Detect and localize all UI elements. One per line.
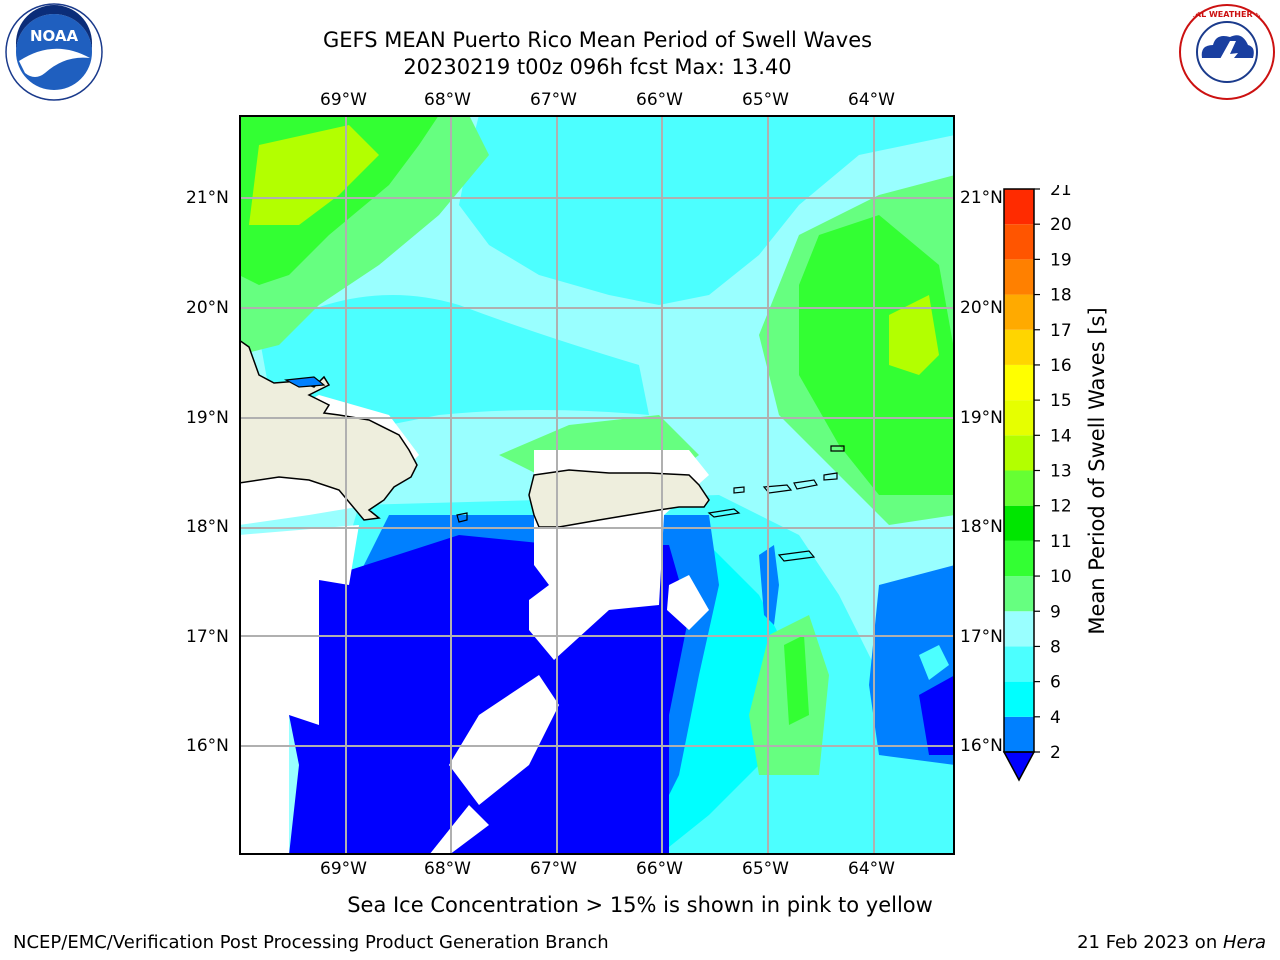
lon-label-bottom-68: 68°W <box>424 859 471 879</box>
field-green-ne-inner <box>799 215 955 495</box>
colorbar-segment <box>1004 294 1034 330</box>
lon-label-bottom-69: 69°W <box>320 859 367 879</box>
lat-label-right-16: 16°N <box>960 736 1003 756</box>
colorbar-tick-label: 6 <box>1050 673 1061 693</box>
field-mask-bank <box>429 805 489 855</box>
land-mona-island <box>456 512 468 523</box>
lon-label-top-66: 66°W <box>636 90 683 110</box>
land-anguilla <box>830 445 845 452</box>
colorbar-segment <box>1004 505 1034 541</box>
lon-label-top-69: 69°W <box>320 90 367 110</box>
lat-label-left-17: 17°N <box>186 627 229 647</box>
colorbar-segment <box>1004 611 1034 647</box>
colorbar-tick-label: 19 <box>1050 250 1072 270</box>
noaa-logo-text: NOAA <box>30 27 79 45</box>
colorbar-segment <box>1004 224 1034 260</box>
colorbar-segment <box>1004 329 1034 365</box>
field-cyan-east-spot <box>919 645 949 680</box>
colorbar-segment <box>1004 576 1034 612</box>
lat-label-right-20: 20°N <box>960 298 1003 318</box>
colorbar-tick-label: 8 <box>1050 637 1061 657</box>
land-vieques <box>707 508 741 518</box>
field-mask-shelf <box>449 675 559 805</box>
colorbar-tick-label: 9 <box>1050 602 1061 622</box>
footer-machine: Hera <box>1222 932 1266 953</box>
noaa-logo: NOAA <box>5 3 103 101</box>
colorbar-tick-label: 20 <box>1050 215 1072 235</box>
colorbar-segment <box>1004 470 1034 506</box>
nws-logo: NATIONAL WEATHER SERVICE <box>1178 3 1276 101</box>
lat-label-left-18: 18°N <box>186 517 229 537</box>
colorbar-tick-label: 11 <box>1050 532 1072 552</box>
lat-label-left-20: 20°N <box>186 298 229 318</box>
lat-label-right-21: 21°N <box>960 188 1003 208</box>
land-puerto-rico <box>528 469 710 528</box>
land-st-croix <box>777 550 816 562</box>
footer-right: 21 Feb 2023 on Hera <box>1077 932 1266 954</box>
colorbar-label: Mean Period of Swell Waves [s] <box>1085 307 1109 635</box>
land-culebra <box>733 486 745 494</box>
chart-subtitle: 20230219 t00z 096h fcst Max: 13.40 <box>403 55 792 79</box>
field-mask-east-pr <box>667 575 709 630</box>
colorbar-tick-label: 13 <box>1050 462 1072 482</box>
colorbar-under-triangle <box>1002 751 1036 782</box>
field-yellow-ne <box>889 295 939 375</box>
lat-label-left-21: 21°N <box>186 188 229 208</box>
lon-label-bottom-66: 66°W <box>636 859 683 879</box>
lon-label-top-64: 64°W <box>848 90 895 110</box>
colorbar-segment <box>1004 364 1034 401</box>
lon-label-top-67: 67°W <box>530 90 577 110</box>
colorbar-tick-label: 14 <box>1050 426 1072 446</box>
lon-label-bottom-64: 64°W <box>848 859 895 879</box>
colorbar-ticks: 2 4 6 8 9 10 11 12 13 14 15 16 17 18 19 20 21 <box>1034 185 1072 763</box>
lat-label-right-17: 17°N <box>960 627 1003 647</box>
colorbar-segment <box>1004 400 1034 436</box>
chart-title: GEFS MEAN Puerto Rico Mean Period of Swe… <box>322 28 873 52</box>
colorbar: 2 4 6 8 9 10 11 12 13 14 15 16 17 18 19 20 21 <box>1002 185 1072 782</box>
field-blue-east-deep <box>919 675 955 755</box>
lat-label-right-19: 19°N <box>960 408 1003 428</box>
footer-date: 21 Feb 2023 on <box>1077 932 1223 953</box>
sea-ice-note: Sea Ice Concentration > 15% is shown in … <box>347 893 933 917</box>
colorbar-segment <box>1004 189 1034 225</box>
lat-label-left-19: 19°N <box>186 408 229 428</box>
colorbar-segment <box>1004 435 1034 471</box>
footer-left: NCEP/EMC/Verification Post Processing Pr… <box>13 932 609 953</box>
field-green-south-inner <box>784 635 809 725</box>
colorbar-tick-label: 12 <box>1050 497 1072 517</box>
swell-period-map <box>239 115 955 855</box>
colorbar-tick-label: 17 <box>1050 321 1072 341</box>
field-mask-sw <box>239 525 359 855</box>
lat-label-left-16: 16°N <box>186 736 229 756</box>
colorbar-segment <box>1004 716 1034 752</box>
colorbar-segment <box>1004 681 1034 717</box>
colorbar-tick-label: 15 <box>1050 391 1072 411</box>
lon-label-bottom-67: 67°W <box>530 859 577 879</box>
map-frame <box>239 115 955 855</box>
lat-label-right-18: 18°N <box>960 517 1003 537</box>
land-tortuga-island <box>284 376 326 388</box>
colorbar-tick-label: 10 <box>1050 567 1072 587</box>
lon-label-bottom-65: 65°W <box>742 859 789 879</box>
colorbar-tick-label: 16 <box>1050 356 1072 376</box>
colorbar-segments <box>1002 188 1036 782</box>
nws-logo-text: NATIONAL WEATHER SERVICE <box>1178 10 1276 19</box>
colorbar-tick-label: 21 <box>1050 185 1072 200</box>
colorbar-segment <box>1004 259 1034 295</box>
colorbar-tick-label: 4 <box>1050 708 1061 728</box>
colorbar-segment <box>1004 540 1034 577</box>
graticule <box>239 115 955 855</box>
colorbar-tick-label: 2 <box>1050 743 1061 763</box>
lon-label-top-65: 65°W <box>742 90 789 110</box>
lon-label-top-68: 68°W <box>424 90 471 110</box>
colorbar-tick-label: 18 <box>1050 286 1072 306</box>
colorbar-segment <box>1004 646 1034 682</box>
field-cyan-north <box>459 115 955 305</box>
